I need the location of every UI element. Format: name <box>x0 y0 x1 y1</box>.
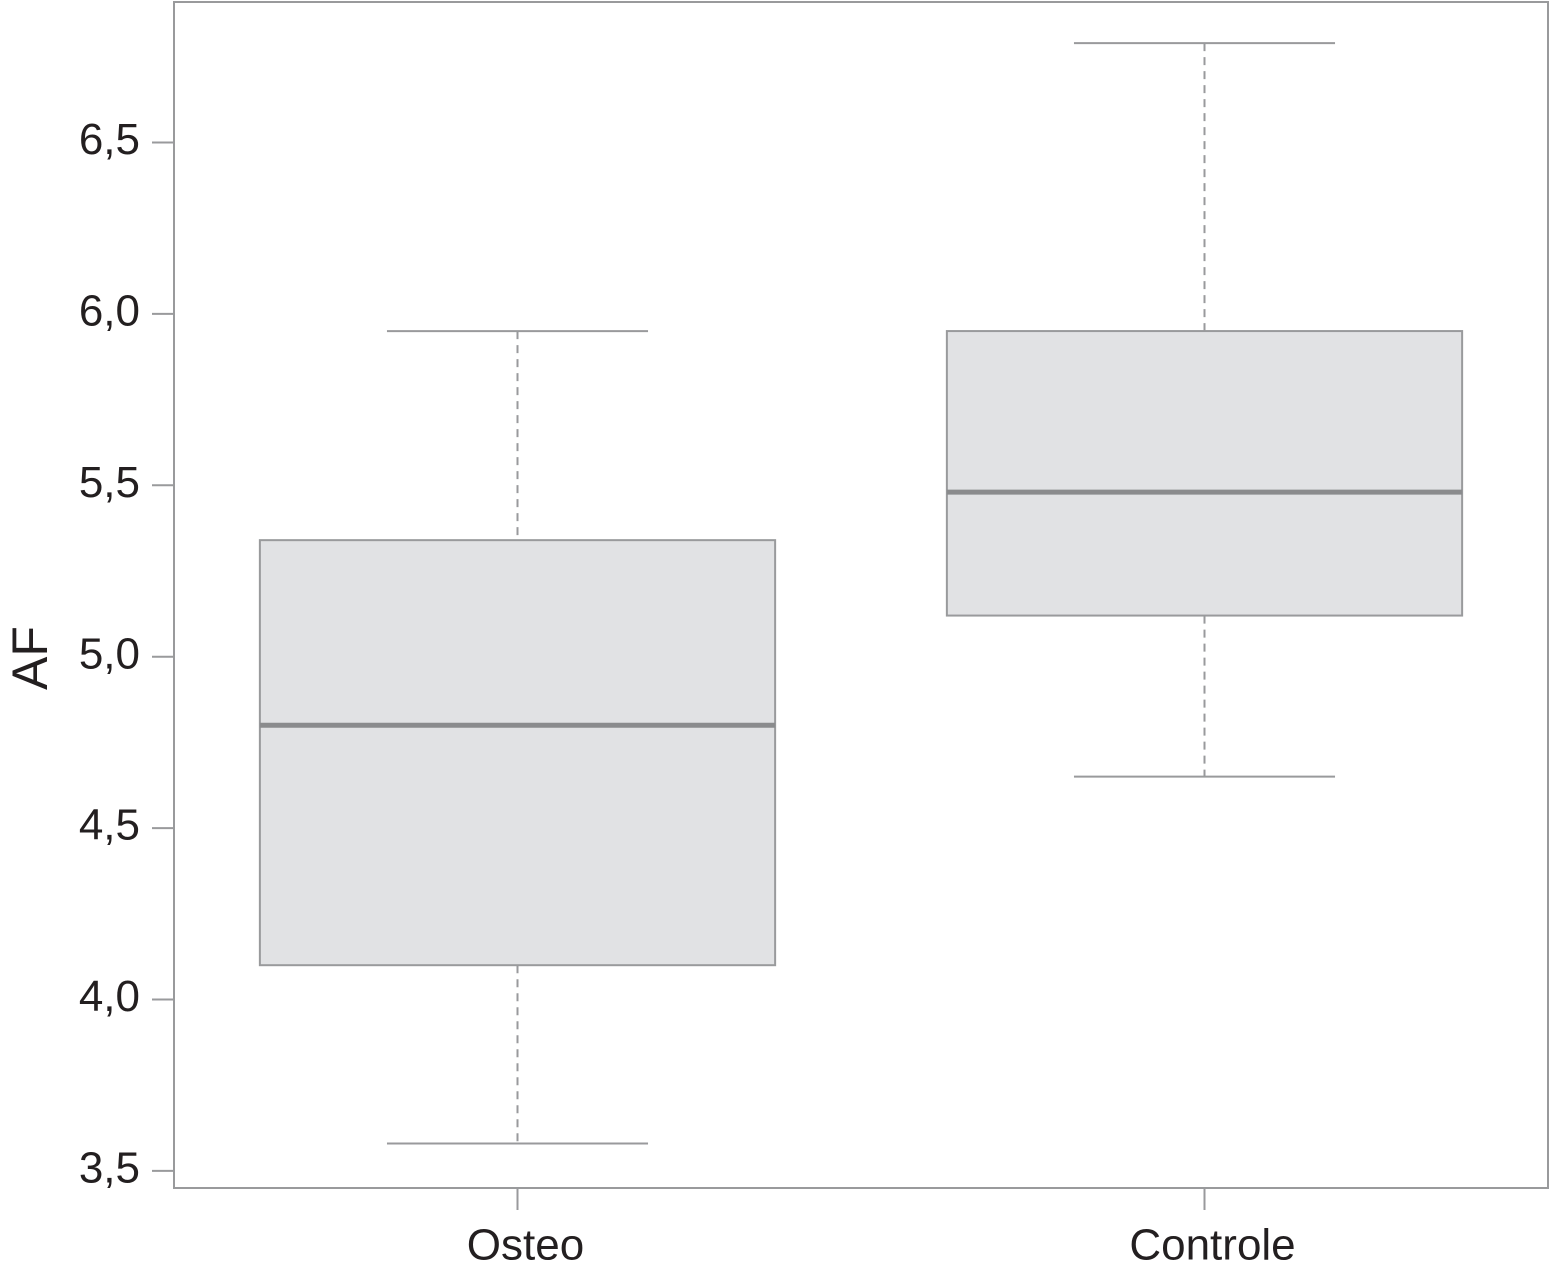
y-tick-label: 5,0 <box>79 629 140 678</box>
y-tick-label: 4,0 <box>79 972 140 1021</box>
y-axis-label: AF <box>2 626 58 690</box>
box <box>258 539 777 967</box>
y-tick-label: 3,5 <box>79 1143 140 1192</box>
plot-frame <box>173 1 1549 1189</box>
y-tick-label: 6,0 <box>79 287 140 336</box>
box <box>945 330 1464 617</box>
x-tick-label: Osteo <box>467 1221 584 1270</box>
y-tick-label: 4,5 <box>79 801 140 850</box>
y-tick-label: 6,5 <box>79 115 140 164</box>
x-tick-label: Controle <box>1129 1221 1295 1270</box>
y-tick-label: 5,5 <box>79 458 140 507</box>
